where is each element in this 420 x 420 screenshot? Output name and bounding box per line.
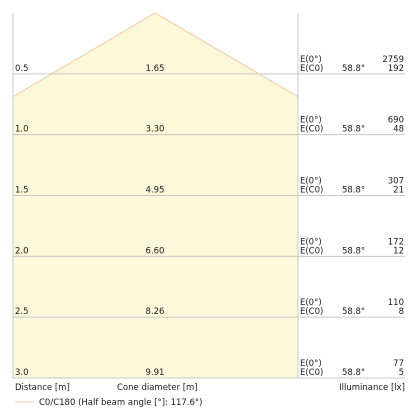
ec0-label: E(C0)	[300, 125, 323, 135]
legend: C0/C180 (Half beam angle [°]: 117.6°)	[15, 398, 203, 408]
light-cone-outline	[12, 12, 299, 98]
e0-illuminance-value: 307	[388, 177, 404, 187]
half-angle-value: 58.8°	[342, 307, 365, 317]
e0-illuminance-value: 172	[388, 237, 404, 247]
e0-label: E(0°)	[300, 177, 322, 187]
half-angle-value: 58.8°	[342, 64, 365, 74]
e0-illuminance-value: 77	[393, 359, 404, 369]
distance-tick-label: 3.0	[15, 368, 29, 378]
distance-tick-label: 2.5	[15, 307, 29, 317]
cone-diameter-value: 8.26	[146, 307, 165, 317]
ec0-label: E(C0)	[300, 64, 323, 74]
cone-diameter-value: 9.91	[146, 368, 165, 378]
e0-label: E(0°)	[300, 55, 322, 65]
ec0-illuminance-value: 8	[399, 307, 404, 317]
e0-label: E(0°)	[300, 116, 322, 126]
ec0-label: E(C0)	[300, 368, 323, 378]
cone-diameter-label: Cone diameter [m]	[117, 383, 198, 393]
distance-tick-label: 1.5	[15, 186, 29, 196]
ec0-illuminance-value: 12	[393, 246, 404, 256]
e0-label: E(0°)	[300, 359, 322, 369]
distance-tick-label: 1.0	[15, 125, 29, 135]
ec0-illuminance-value: 192	[388, 64, 404, 74]
distance-tick-label: 2.0	[15, 246, 29, 256]
half-angle-value: 58.8°	[342, 125, 365, 135]
x-axis-label: Distance [m]	[15, 383, 70, 393]
ec0-label: E(C0)	[300, 307, 323, 317]
half-angle-value: 58.8°	[342, 368, 365, 378]
cone-diameter-value: 3.30	[146, 125, 165, 135]
axis-layer: Distance [m] Cone diameter [m] Illuminan…	[15, 383, 405, 393]
e0-label: E(0°)	[300, 298, 322, 308]
distance-tick-label: 0.5	[15, 64, 29, 74]
y-axis-label: Illuminance [lx]	[339, 383, 405, 393]
ec0-label: E(C0)	[300, 246, 323, 256]
e0-illuminance-value: 2759	[382, 55, 404, 65]
ec0-illuminance-value: 5	[399, 368, 404, 378]
half-angle-value: 58.8°	[342, 186, 365, 196]
e0-illuminance-value: 690	[388, 116, 404, 126]
grid-layer	[12, 13, 405, 379]
e0-illuminance-value: 110	[388, 298, 404, 308]
ec0-illuminance-value: 48	[393, 125, 404, 135]
legend-label: C0/C180 (Half beam angle [°]: 117.6°)	[39, 398, 203, 408]
cone-diameter-value: 1.65	[146, 64, 165, 74]
e0-label: E(0°)	[300, 237, 322, 247]
cone-diameter-value: 4.95	[146, 186, 165, 196]
half-angle-value: 58.8°	[342, 246, 365, 256]
ec0-label: E(C0)	[300, 186, 323, 196]
cone-diameter-value: 6.60	[146, 246, 165, 256]
ec0-illuminance-value: 21	[393, 186, 404, 196]
